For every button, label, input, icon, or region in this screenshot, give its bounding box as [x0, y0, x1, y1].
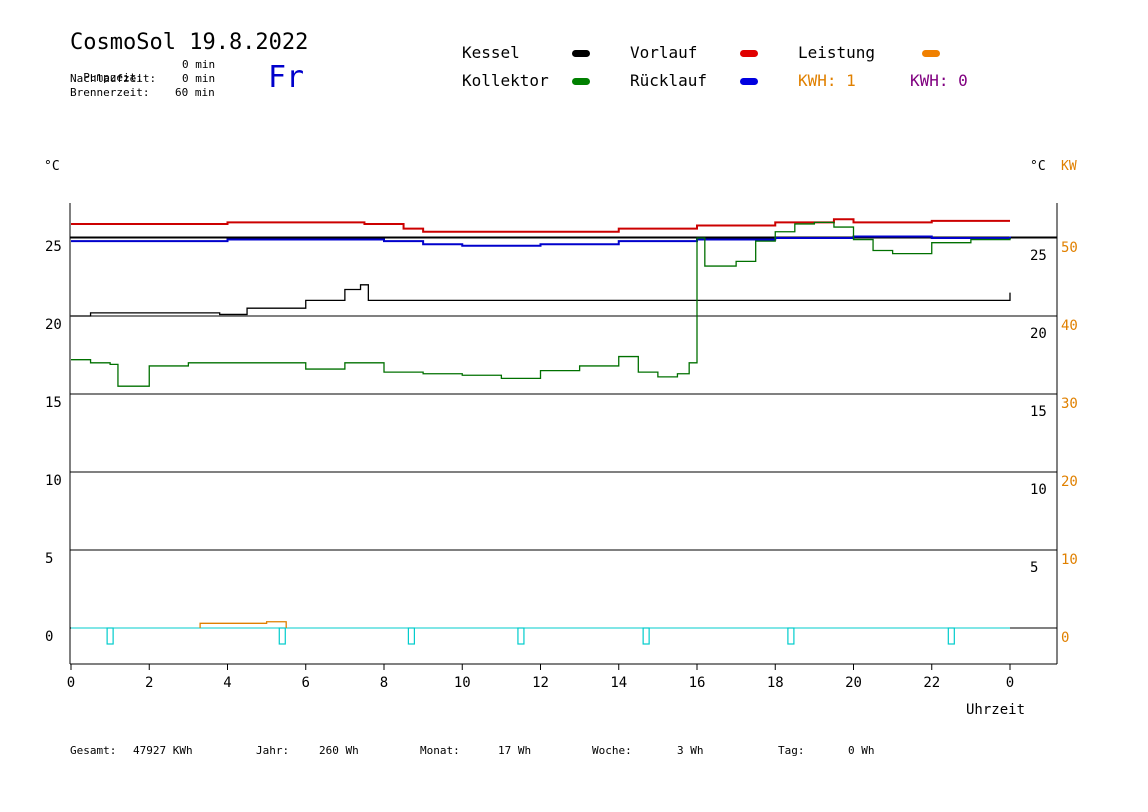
right-axis-unit: °C [1030, 159, 1046, 174]
param-value: 0 min [182, 58, 216, 71]
legend-label-kessel: Kessel [462, 43, 520, 62]
marker [407, 627, 415, 645]
param-label: Brennerzeit: [70, 86, 150, 99]
x-tick-label: 4 [223, 675, 231, 691]
x-tick-label: 14 [610, 675, 627, 691]
y-right-kw-tick-label: 10 [1061, 552, 1078, 568]
y-right-kw-tick-label: 30 [1061, 396, 1078, 412]
y-right-kw-tick-label: 0 [1061, 630, 1069, 646]
marker [278, 627, 286, 645]
param-row-pumpzeit: Pumpzeit: [70, 58, 143, 84]
legend-label-vorlauf: Vorlauf [630, 43, 698, 62]
y-right-kw-tick-label: 20 [1061, 474, 1078, 490]
param-value: 0 min [182, 72, 216, 85]
legend-label-ruecklauf: Rücklauf [630, 71, 708, 90]
x-tick-label: 12 [532, 675, 549, 691]
y-left-tick-label: 5 [45, 551, 53, 567]
legend-swatch-ruecklauf [740, 78, 758, 85]
x-tick-label: 16 [689, 675, 706, 691]
grid [69, 203, 1058, 665]
param-value: 60 min [175, 86, 215, 99]
y-right-tick-label: 25 [1030, 248, 1047, 264]
x-tick-label: 18 [767, 675, 784, 691]
right-axis-unit-kw: KW [1061, 159, 1077, 174]
y-right-tick-label: 10 [1030, 482, 1047, 498]
footer-woche-label: Woche: [592, 744, 632, 757]
weekday-label: Fr [268, 60, 305, 95]
y-right-tick-label: 5 [1030, 560, 1038, 576]
footer-jahr-label: Jahr: [256, 744, 290, 757]
x-tick-label: 6 [302, 675, 310, 691]
legend-swatch-kessel [572, 50, 590, 57]
x-axis-label: Uhrzeit [966, 702, 1026, 718]
param-label: Nachlaufzeit: [70, 72, 157, 85]
series-line-leistung [199, 621, 287, 628]
y-left-tick-label: 0 [45, 629, 53, 645]
legend-label-kollektor: Kollektor [462, 71, 549, 90]
tick-labels: 0 2 4 6 8 10 12 14 16 18 20 22 0 0 5 10 15 20 25 5 10 15 20 25 0… [45, 239, 1078, 691]
series-line-vorlauf [71, 218, 1010, 233]
x-tick-label: 0 [67, 675, 75, 691]
y-right-kw-tick-label: 40 [1061, 318, 1078, 334]
left-axis-unit: °C [44, 159, 60, 174]
legend-label-leistung: Leistung [798, 43, 876, 62]
footer-tag-label: Tag: [778, 744, 805, 757]
legend-swatch-leistung [922, 50, 940, 57]
series-line-kessel [71, 284, 1011, 317]
series-line-kollektor [71, 221, 1011, 387]
x-tick-label: 20 [845, 675, 862, 691]
y-left-tick-label: 25 [45, 239, 62, 255]
param-label: Pumpzeit: [83, 71, 143, 84]
series-lines [71, 218, 1011, 645]
kwh-right: KWH: 0 [910, 71, 968, 90]
y-right-tick-label: 20 [1030, 326, 1047, 342]
y-left-tick-label: 10 [45, 473, 62, 489]
marker [517, 627, 525, 645]
kwh-left: KWH: 1 [798, 71, 856, 90]
y-right-tick-label: 15 [1030, 404, 1047, 420]
y-left-tick-label: 20 [45, 317, 62, 333]
footer-monat-label: Monat: [420, 744, 460, 757]
footer-woche-value: 3 Wh [677, 744, 704, 757]
x-tick-label: 8 [380, 675, 388, 691]
legend-swatch-vorlauf [740, 50, 758, 57]
y-left-tick-label: 15 [45, 395, 62, 411]
footer-gesamt-label: Gesamt: [70, 744, 117, 757]
footer-monat-value: 17 Wh [498, 744, 532, 757]
marker [947, 627, 955, 645]
marker [642, 627, 650, 645]
chart-title: CosmoSol 19.8.2022 [70, 30, 309, 55]
marker [787, 627, 795, 645]
marker [106, 627, 114, 645]
x-tick-label: 22 [923, 675, 940, 691]
x-tick-label: 0 [1006, 675, 1014, 691]
footer-gesamt-value: 47927 KWh [133, 744, 193, 757]
x-tick-label: 10 [454, 675, 471, 691]
x-tick-label: 2 [145, 675, 153, 691]
footer-tag-value: 0 Wh [848, 744, 875, 757]
y-right-kw-tick-label: 50 [1061, 240, 1078, 256]
legend-swatch-kollektor [572, 78, 590, 85]
footer-jahr-value: 260 Wh [319, 744, 359, 757]
